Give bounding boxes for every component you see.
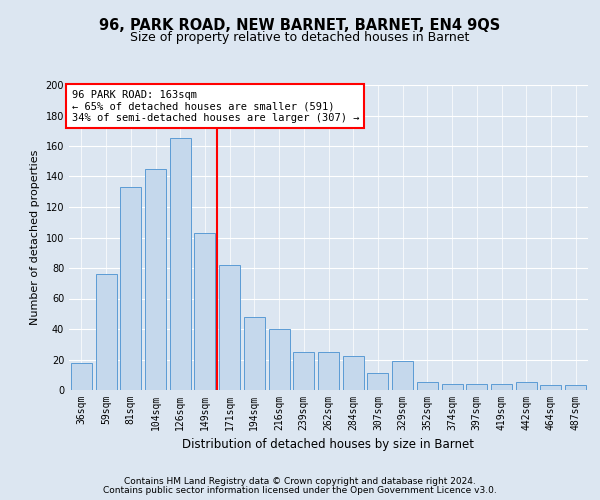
Text: Contains HM Land Registry data © Crown copyright and database right 2024.: Contains HM Land Registry data © Crown c… (124, 477, 476, 486)
Bar (367, 373, 388, 390)
Bar (71, 362, 92, 390)
Bar (343, 356, 364, 390)
Bar (95, 274, 116, 390)
Bar (194, 233, 215, 390)
Bar (417, 382, 438, 390)
Text: Size of property relative to detached houses in Barnet: Size of property relative to detached ho… (130, 31, 470, 44)
Bar (392, 361, 413, 390)
Bar (244, 317, 265, 390)
Text: Contains public sector information licensed under the Open Government Licence v3: Contains public sector information licen… (103, 486, 497, 495)
Bar (318, 352, 339, 390)
Bar (269, 329, 290, 390)
Bar (565, 386, 586, 390)
X-axis label: Distribution of detached houses by size in Barnet: Distribution of detached houses by size … (182, 438, 475, 452)
Bar (170, 138, 191, 390)
Bar (293, 352, 314, 390)
Bar (442, 384, 463, 390)
Text: 96, PARK ROAD, NEW BARNET, BARNET, EN4 9QS: 96, PARK ROAD, NEW BARNET, BARNET, EN4 9… (100, 18, 500, 32)
Bar (516, 382, 537, 390)
Bar (219, 265, 240, 390)
Bar (145, 169, 166, 390)
Bar (466, 384, 487, 390)
Bar (541, 386, 562, 390)
Text: 96 PARK ROAD: 163sqm
← 65% of detached houses are smaller (591)
34% of semi-deta: 96 PARK ROAD: 163sqm ← 65% of detached h… (71, 90, 359, 123)
Bar (491, 384, 512, 390)
Y-axis label: Number of detached properties: Number of detached properties (30, 150, 40, 325)
Bar (120, 187, 141, 390)
